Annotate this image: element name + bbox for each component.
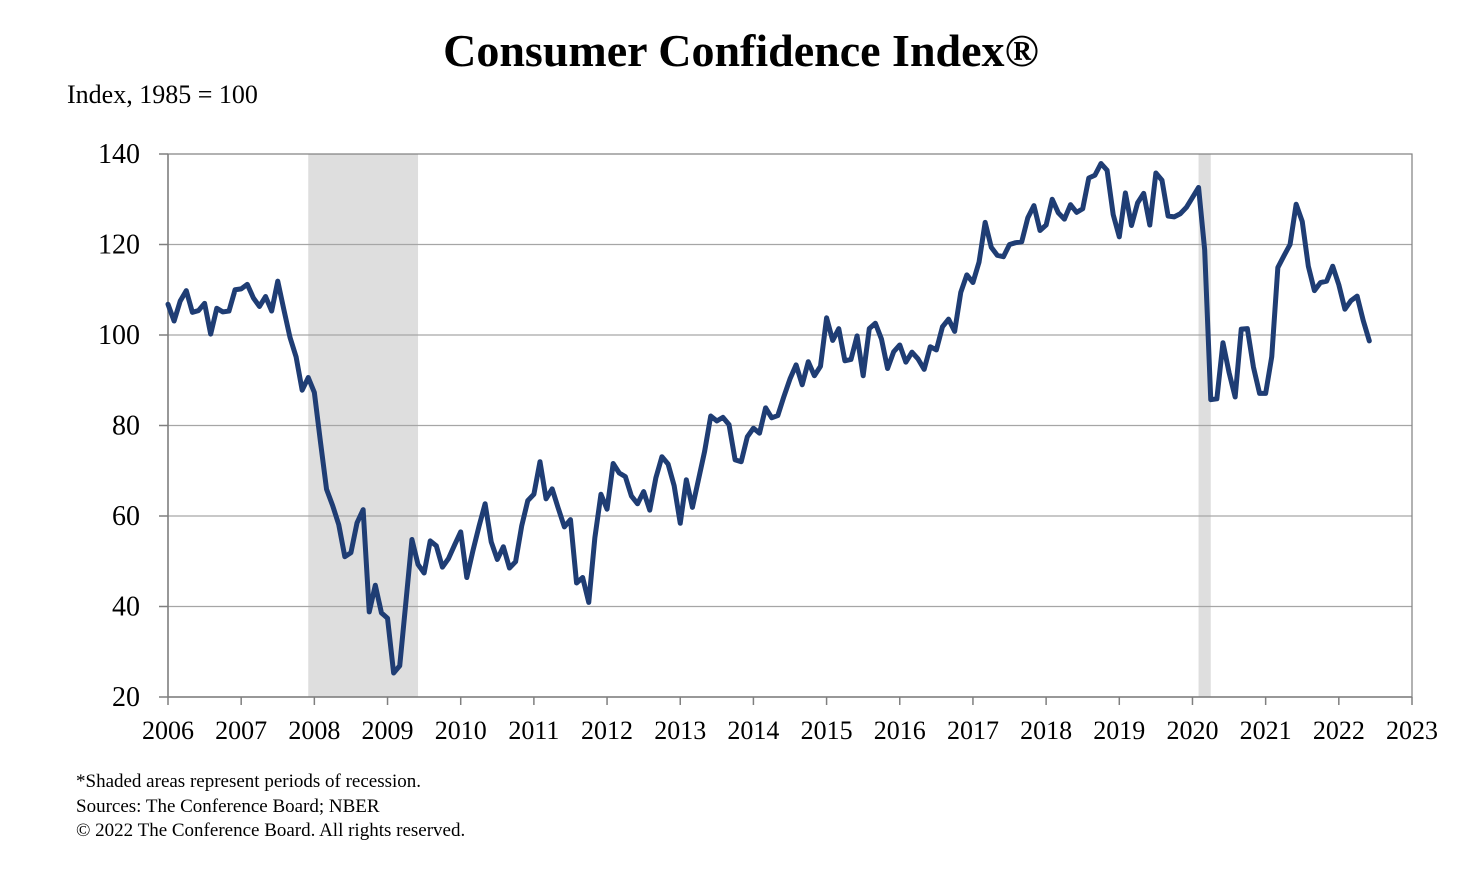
footnote-recession: *Shaded areas represent periods of reces…	[76, 771, 422, 792]
x-tick-label: 2009	[362, 716, 414, 745]
x-tick-label: 2018	[1020, 716, 1072, 745]
footnote-copyright: © 2022 The Conference Board. All rights …	[76, 820, 466, 841]
x-tick-label: 2017	[947, 716, 999, 745]
x-tick-label: 2011	[508, 716, 559, 745]
x-tick-label: 2016	[874, 716, 926, 745]
x-tick-labels: 2006 2007 2008 2009 2010 2011 2012 2013 2014 2015…	[142, 716, 1438, 745]
x-tick-label: 2023	[1386, 716, 1438, 745]
x-tick-label: 2010	[435, 716, 487, 745]
y-tick-label: 60	[112, 501, 140, 532]
footnote-sources: Sources: The Conference Board; NBER	[76, 795, 380, 817]
y-tick-label: 100	[98, 320, 140, 351]
series-layer	[165, 161, 1372, 676]
x-tick-label: 2007	[215, 716, 267, 745]
y-tick-label: 140	[98, 139, 140, 170]
y-axis-label: Index, 1985 = 100	[67, 80, 258, 109]
y-tick-labels: 20 40 60 80 100 120 140	[98, 139, 140, 713]
x-tick-label: 2021	[1240, 716, 1292, 745]
x-tick-label: 2008	[288, 716, 340, 745]
x-tick-label: 2006	[142, 716, 194, 745]
x-tick-label: 2015	[801, 716, 853, 745]
series-line-consumer-confidence	[165, 161, 1372, 676]
x-tick-label: 2019	[1093, 716, 1145, 745]
axes	[159, 153, 1413, 705]
x-tick-label: 2020	[1166, 716, 1218, 745]
chart-title: Consumer Confidence Index®	[443, 25, 1039, 76]
y-tick-label: 40	[112, 592, 140, 623]
footnotes: *Shaded areas represent periods of reces…	[76, 770, 465, 844]
x-tick-label: 2022	[1313, 716, 1365, 745]
x-tick-label: 2014	[727, 716, 779, 745]
y-tick-label: 80	[112, 411, 140, 442]
x-tick-label: 2012	[581, 716, 633, 745]
y-tick-label: 120	[98, 230, 140, 261]
x-tick-label: 2013	[654, 716, 706, 745]
y-tick-label: 20	[112, 682, 140, 713]
